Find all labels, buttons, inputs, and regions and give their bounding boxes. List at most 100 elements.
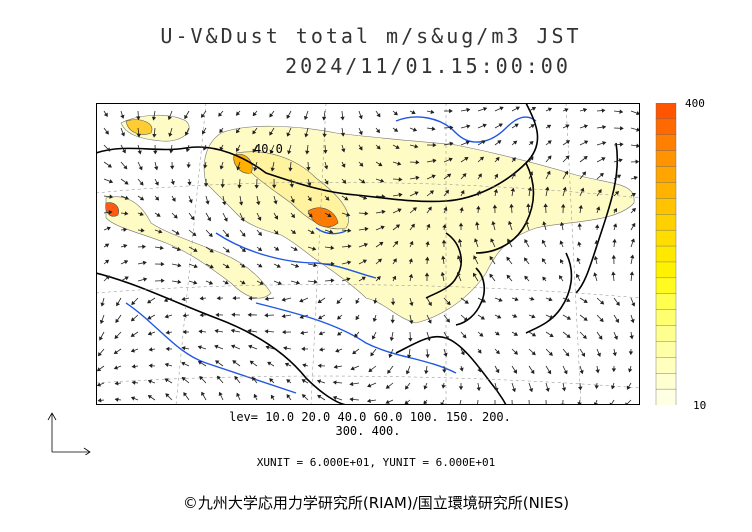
wind-arrowhead [482,123,487,128]
wind-arrowhead [599,172,604,177]
colorbar-step [655,229,677,247]
wind-arrowhead [631,193,636,197]
wind-arrowhead [252,111,257,117]
wind-arrowhead [428,301,432,307]
wind-arrowhead [475,221,480,226]
wind-arrowhead [423,385,428,390]
wind-arrowhead [147,315,152,320]
wind-arrowhead [546,124,552,129]
wind-arrowhead [270,394,275,400]
wind-arrowhead [583,107,588,113]
wind-arrowhead [106,226,111,231]
colorbar-step [655,261,677,279]
wind-arrowhead [218,112,223,117]
wind-arrowhead [427,206,432,211]
wind-arrowhead [251,376,256,382]
wind-arrowhead [430,109,435,114]
wind-arrowhead [294,263,300,268]
wind-arrowhead [325,196,330,201]
colorbar-step [655,214,677,231]
wind-arrowhead [392,258,397,263]
wind-arrowhead [507,238,512,243]
colorbar-step [655,325,677,342]
wind-arrowhead [398,177,403,182]
wind-arrowhead [209,248,214,253]
wind-arrowhead [457,238,463,243]
wind-arrowhead [336,299,341,304]
wind-arrowhead [583,156,588,161]
wind-arrowhead [598,335,603,340]
wind-arrowhead [249,360,254,365]
wind-arrowhead [104,130,109,135]
wind-arrowhead [114,397,119,402]
wind-arrowhead [364,226,369,232]
wind-arrowhead [511,157,516,162]
wind-arrowhead [327,213,332,217]
wind-arrowhead [214,328,219,334]
wind-arrowhead [429,190,434,195]
wind-arrowhead [443,352,448,357]
wind-arrowhead [169,149,174,154]
wind-arrowhead [97,398,102,403]
wind-arrowhead [459,367,464,372]
wind-arrowhead [108,210,113,215]
wind-arrowhead [355,315,360,321]
wind-arrowhead [248,344,253,349]
wind-arrowhead [489,255,494,261]
wind-arrowhead [223,217,228,222]
wind-arrowhead [136,116,141,121]
wind-arrowhead [147,331,152,336]
wind-arrowhead [269,149,274,154]
wind-arrowhead [219,128,224,134]
wind-arrowhead [156,212,161,217]
wind-arrowhead [151,116,157,121]
wind-arrowhead [456,271,461,277]
wind-arrowhead [595,206,601,211]
wind-arrowhead [446,173,452,178]
wind-arrowhead [154,196,160,201]
wind-arrowhead [601,108,606,113]
wind-arrowhead [415,160,420,165]
wind-arrowhead [120,114,125,119]
dust-wind-map: 40.0 [96,103,640,405]
wind-arrowhead [198,329,203,334]
wind-arrowhead [565,352,570,357]
wind-arrowhead [431,174,436,179]
colorbar: 400 10 [655,97,715,412]
wind-arrowhead [208,232,213,238]
wind-arrowhead [183,392,188,397]
wind-arrowhead [197,360,203,365]
wind-arrowhead [530,369,535,375]
wind-arrowhead [131,364,136,369]
wind-arrowhead [350,366,355,371]
wind-arrowhead [506,274,511,279]
wind-arrowhead [231,312,236,317]
wind-arrowhead [225,248,230,253]
wind-arrowhead [443,206,448,212]
wind-arrowhead [201,130,206,135]
wind-arrowhead [230,344,236,349]
wind-arrowhead [409,320,414,325]
wind-arrowhead [346,277,351,282]
colorbar-step [655,150,677,168]
wind-arrowhead [547,369,552,375]
wind-arrowhead [545,387,550,392]
wind-arrowhead [241,263,246,268]
wind-arrowhead [547,140,552,145]
wind-arrowhead [613,208,617,213]
wind-arrowhead [241,248,246,253]
wind-arrowhead [187,181,192,186]
wind-arrowhead [337,315,342,320]
wind-arrowhead [235,111,240,116]
wind-arrowhead [165,346,170,352]
wind-arrowhead [465,140,470,145]
wind-arrowhead [252,130,257,135]
wind-arrowhead [185,148,191,153]
wind-arrowhead [425,354,430,359]
lat-lon-grid [96,103,640,405]
wind-arrowhead [170,180,175,185]
wind-arrowhead [313,262,318,268]
wind-arrowhead [342,179,347,184]
wind-arrowhead [508,220,513,225]
wind-arrowhead [575,273,580,278]
